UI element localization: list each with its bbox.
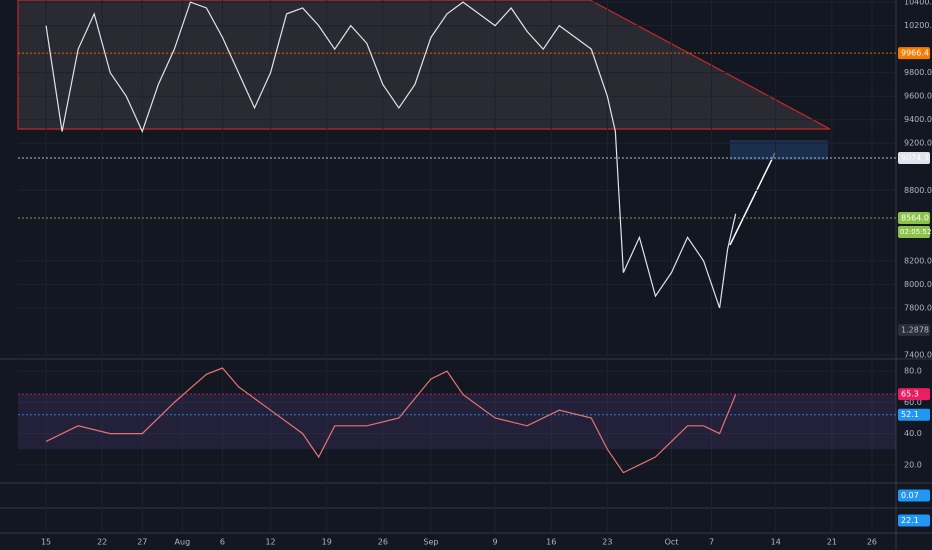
price-badge-label: 65.3 <box>901 390 919 399</box>
x-tick-label: 7 <box>709 538 714 547</box>
price-line <box>45 367 737 474</box>
x-tick-label: 14 <box>771 538 781 547</box>
x-tick-label: Sep <box>423 538 438 547</box>
y-tick-label: 9800.0 <box>904 68 932 77</box>
volume-label: 1.2878 <box>901 326 929 335</box>
price-badge-label: 0.07 <box>901 491 919 500</box>
price-line <box>45 1 737 309</box>
x-tick-label: 21 <box>827 538 837 547</box>
price-badge <box>898 212 930 225</box>
x-tick-label: Aug <box>175 538 191 547</box>
x-tick-label: 6 <box>220 538 225 547</box>
price-badge <box>898 408 930 421</box>
y-tick-label: 7800.0 <box>904 303 932 312</box>
y-tick-label: 8200.0 <box>904 256 932 265</box>
y-tick-label: 7400.0 <box>904 350 932 359</box>
price-badge-label: 9966.4 <box>901 49 929 58</box>
countdown-label: 02:05:52 <box>900 228 931 236</box>
price-badge <box>898 514 930 527</box>
rsi-band <box>18 394 896 450</box>
volume-badge <box>898 324 930 336</box>
y-tick-label: 8000.0 <box>904 280 932 289</box>
price-badge-label: 52.1 <box>901 410 919 419</box>
target-box <box>730 140 828 160</box>
price-badge-label: 22.1 <box>901 516 919 525</box>
price-badge-label: 9074.3 <box>901 154 929 163</box>
y-tick-label: 60.0 <box>904 398 922 407</box>
x-tick-label: 23 <box>602 538 612 547</box>
price-badge <box>898 388 930 401</box>
x-tick-label: 22 <box>97 538 107 547</box>
projection-arrow <box>729 152 776 246</box>
x-tick-label: 26 <box>378 538 388 547</box>
x-tick-label: 26 <box>867 538 877 547</box>
y-tick-label: 9400.0 <box>904 115 932 124</box>
price-badge <box>898 489 930 502</box>
y-tick-label: 80.0 <box>904 367 922 376</box>
y-tick-label: 10200.0 <box>904 21 932 30</box>
x-tick-label: 9 <box>493 538 498 547</box>
y-tick-label: 9600.0 <box>904 92 932 101</box>
price-badge <box>898 152 930 165</box>
countdown-badge <box>898 226 930 239</box>
y-tick-label: 8800.0 <box>904 186 932 195</box>
price-badge <box>898 47 930 60</box>
y-tick-label: 40.0 <box>904 429 922 438</box>
x-tick-label: 16 <box>546 538 556 547</box>
x-tick-label: 12 <box>265 538 275 547</box>
y-tick-label: 20.0 <box>904 460 922 469</box>
y-tick-label: 10400.0 <box>904 0 932 7</box>
x-tick-label: 27 <box>137 538 147 547</box>
x-tick-label: 15 <box>41 538 51 547</box>
y-tick-label: 9200.0 <box>904 139 932 148</box>
x-tick-label: Oct <box>665 538 679 547</box>
x-tick-label: 19 <box>322 538 332 547</box>
triangle-pattern <box>17 0 831 130</box>
price-badge-label: 8564.0 <box>901 214 929 223</box>
